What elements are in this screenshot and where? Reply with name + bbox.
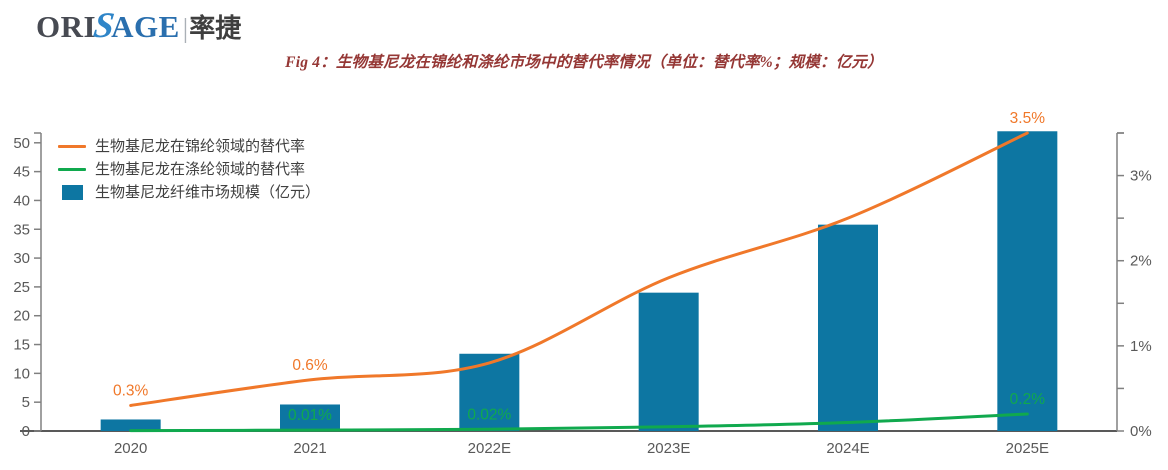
right-axis-tick-label: 0% bbox=[1130, 423, 1152, 440]
bar-2021 bbox=[280, 404, 340, 431]
left-axis-tick-label: 20 bbox=[13, 308, 30, 325]
legend-label-polyester-rate: 生物基尼龙在涤纶领域的替代率 bbox=[95, 161, 306, 178]
x-axis-label: 2020 bbox=[114, 440, 147, 457]
legend-item-market-size: 生物基尼龙纤维市场规模（亿元） bbox=[58, 183, 320, 202]
logo-text-age: AGE bbox=[111, 9, 180, 44]
left-axis-tick-label: 10 bbox=[13, 365, 30, 382]
legend-item-polyester-rate: 生物基尼龙在涤纶领域的替代率 bbox=[58, 160, 320, 179]
legend-label-market-size: 生物基尼龙纤维市场规模（亿元） bbox=[95, 184, 321, 201]
green-line-swatch bbox=[58, 168, 86, 171]
nylon-substitution-rate-label: 3.5% bbox=[1010, 110, 1046, 127]
polyester-substitution-rate-label: 0.01% bbox=[288, 407, 332, 424]
bar-swatch bbox=[62, 185, 83, 200]
x-axis-label: 2021 bbox=[293, 440, 326, 457]
nylon-substitution-rate-line bbox=[129, 131, 1029, 407]
orange-line-swatch bbox=[58, 145, 86, 148]
left-axis-tick-label: 30 bbox=[13, 250, 30, 267]
nylon-substitution-rate-label: 0.3% bbox=[113, 382, 149, 399]
legend-label-nylon-rate: 生物基尼龙在锦纶领域的替代率 bbox=[95, 138, 306, 155]
x-axis-label: 2023E bbox=[647, 440, 690, 457]
bar-2025E bbox=[997, 131, 1058, 431]
polyester-substitution-rate-line bbox=[129, 412, 1029, 433]
polyester-substitution-rate-label: 0.02% bbox=[467, 406, 511, 423]
figure-title: Fig 4：生物基尼龙在锦纶和涤纶市场中的替代率情况（单位：替代率%；规模：亿元… bbox=[285, 54, 883, 71]
left-axis-tick-label: 25 bbox=[13, 279, 30, 296]
left-axis-tick-label: 50 bbox=[13, 135, 30, 152]
x-axis-label: 2022E bbox=[468, 440, 511, 457]
orisage-logo: ORI S AGE | 率捷 bbox=[36, 4, 241, 46]
legend: 生物基尼龙在锦纶领域的替代率 生物基尼龙在涤纶领域的替代率 生物基尼龙纤维市场规… bbox=[58, 137, 320, 202]
x-axis-label: 2025E bbox=[1006, 440, 1049, 457]
left-axis-tick-label: 15 bbox=[13, 337, 30, 354]
bar-2023E bbox=[638, 292, 699, 431]
bar-2024E bbox=[818, 224, 878, 431]
right-axis-tick-label: 1% bbox=[1130, 338, 1152, 355]
polyester-substitution-rate-label: 0.2% bbox=[1010, 391, 1046, 408]
logo-divider: | bbox=[182, 13, 189, 43]
logo-text-cn: 率捷 bbox=[189, 13, 242, 43]
logo-text-ori: ORI bbox=[36, 9, 97, 44]
right-axis-tick-label: 3% bbox=[1130, 168, 1152, 185]
left-axis-tick-label: 40 bbox=[13, 192, 30, 209]
x-axis-label: 2024E bbox=[826, 440, 869, 457]
right-axis-tick-label: 2% bbox=[1130, 253, 1152, 270]
left-axis-tick-label: 35 bbox=[13, 221, 30, 238]
chart: 0 5 10 15 20 25 30 35 40 45 50 0% 1% 2% 3% 2020 2021 2022… bbox=[13, 110, 1152, 457]
left-axis-tick-label: 0 bbox=[22, 423, 30, 440]
nylon-substitution-rate-label: 0.6% bbox=[292, 357, 328, 374]
left-axis-tick-label: 45 bbox=[13, 164, 30, 181]
legend-item-nylon-rate: 生物基尼龙在锦纶领域的替代率 bbox=[58, 137, 320, 156]
bar-2020 bbox=[100, 419, 161, 431]
left-axis-tick-label: 5 bbox=[22, 394, 30, 411]
